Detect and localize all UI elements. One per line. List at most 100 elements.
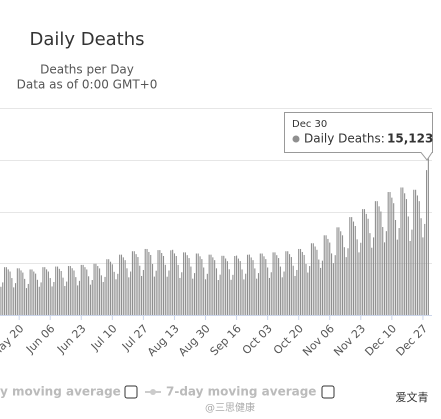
bar	[44, 267, 46, 315]
bar	[338, 227, 340, 315]
bar	[75, 277, 77, 315]
bar	[396, 239, 398, 315]
bar	[146, 248, 148, 315]
bar	[164, 264, 166, 315]
bar	[427, 158, 429, 315]
x-tick-label: Dec 10	[362, 322, 399, 359]
bar	[29, 269, 31, 315]
x-tick-label: Aug 30	[176, 322, 213, 359]
bar	[139, 265, 141, 315]
bar	[36, 279, 38, 315]
bar	[246, 254, 249, 315]
bar	[188, 258, 190, 315]
bar	[115, 279, 117, 315]
bar	[148, 251, 150, 315]
legend: y moving average 7-day moving average	[0, 385, 335, 399]
checkbox[interactable]	[124, 385, 138, 399]
bar	[141, 275, 143, 315]
bar	[204, 279, 207, 315]
bar	[86, 269, 88, 315]
watermark: 爱文青	[396, 390, 429, 404]
bar	[168, 270, 170, 315]
bar	[80, 264, 82, 315]
bar	[161, 253, 163, 315]
bar	[389, 192, 391, 315]
bar	[4, 267, 6, 315]
bar	[232, 274, 234, 315]
x-tick-label: Nov 06	[300, 322, 337, 359]
bar	[263, 256, 265, 315]
bar	[347, 248, 349, 315]
bar	[93, 263, 95, 315]
bar	[383, 242, 386, 315]
bar	[133, 251, 135, 315]
bar	[106, 259, 108, 315]
bar	[210, 254, 212, 315]
bar	[22, 272, 24, 315]
x-tick-label: Oct 20	[271, 322, 306, 357]
legend-label: y moving average	[0, 385, 121, 399]
bar	[272, 252, 274, 315]
x-tick-label: Jun 06	[23, 322, 57, 356]
bar	[415, 189, 417, 315]
bar	[312, 243, 314, 315]
bar	[56, 266, 59, 315]
bar	[104, 276, 106, 315]
bar	[413, 189, 415, 315]
bar	[71, 268, 73, 315]
bar	[203, 267, 205, 315]
bar	[206, 273, 208, 315]
bar	[199, 256, 201, 315]
bar	[268, 277, 271, 315]
checkbox[interactable]	[321, 385, 335, 399]
bar	[279, 266, 281, 315]
bar	[321, 260, 323, 315]
bar	[411, 229, 413, 315]
bar	[113, 271, 115, 315]
bar	[111, 264, 113, 315]
bar	[225, 258, 227, 315]
bar	[102, 281, 104, 315]
bar	[298, 248, 300, 315]
bar	[228, 269, 230, 315]
bar	[18, 268, 20, 315]
bar	[159, 250, 161, 315]
bar	[119, 254, 121, 315]
bar	[99, 268, 101, 315]
bar	[424, 223, 426, 315]
x-tick-label: Jul 10	[88, 322, 120, 354]
bar	[108, 259, 110, 315]
bar	[288, 254, 291, 315]
bar	[290, 257, 292, 315]
bar	[46, 269, 48, 315]
bar	[398, 228, 400, 315]
bar	[371, 247, 373, 315]
bar	[0, 286, 2, 315]
bar	[354, 225, 356, 315]
bar	[278, 258, 280, 315]
bar	[303, 254, 305, 315]
bar	[274, 252, 276, 315]
bar	[234, 256, 236, 315]
bar	[144, 248, 146, 315]
bar	[358, 252, 360, 315]
bar	[24, 278, 26, 315]
bar	[365, 213, 367, 315]
bar	[340, 231, 342, 315]
bar	[184, 252, 186, 315]
bar	[38, 286, 40, 315]
bar	[394, 219, 397, 315]
bar	[208, 254, 210, 315]
bar	[336, 227, 338, 315]
bar	[150, 254, 152, 315]
bar	[270, 272, 272, 315]
bar	[316, 249, 318, 315]
bar	[51, 286, 53, 315]
bar	[367, 218, 369, 315]
bar	[332, 263, 334, 315]
bar	[14, 283, 17, 315]
bar	[214, 260, 216, 315]
bar	[179, 277, 181, 315]
bar	[307, 272, 309, 315]
